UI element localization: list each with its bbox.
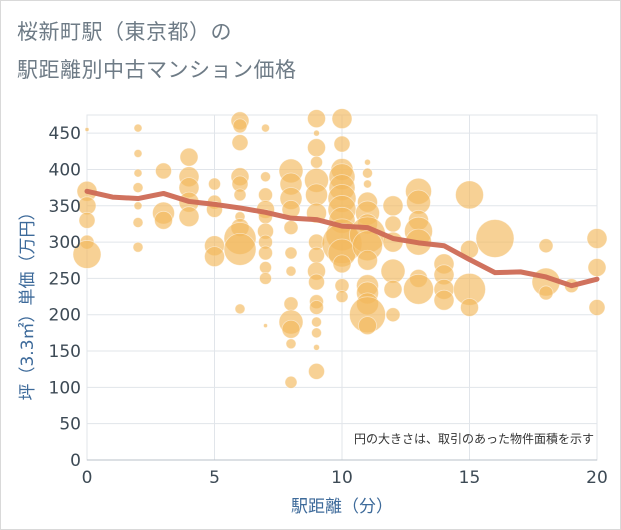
y-tick-label: 250	[49, 269, 81, 289]
x-tick-label: 20	[586, 468, 608, 488]
bubble-point	[382, 195, 404, 217]
bubble-point	[587, 258, 607, 277]
bubble-point	[223, 232, 257, 266]
chart-title-line2: 駅距離別中古マンション価格	[17, 58, 297, 82]
bubble-point	[311, 327, 322, 339]
bubble-point	[309, 300, 324, 315]
y-tick-label: 400	[49, 160, 81, 180]
bubble-point	[403, 273, 434, 305]
bubble-point	[433, 289, 455, 311]
x-tick-label: 15	[459, 468, 481, 488]
bubble-point	[311, 316, 322, 328]
bubble-point	[259, 261, 272, 274]
bubble-point	[133, 123, 143, 133]
bubble-point	[308, 273, 325, 291]
bubble-point	[204, 246, 225, 268]
bubble-point	[332, 254, 352, 274]
y-tick-label: 150	[49, 342, 81, 362]
bubble-point	[385, 307, 401, 323]
bubble-point	[363, 179, 372, 189]
bubble-point	[460, 298, 479, 317]
bubble-point	[586, 228, 608, 249]
bubble-point	[364, 158, 371, 166]
bubble-point	[283, 220, 299, 235]
bubble-layer	[72, 108, 608, 389]
bubble-point	[307, 109, 326, 129]
y-tick-label: 100	[49, 378, 81, 398]
bubble-point	[283, 296, 299, 312]
bubble-point	[308, 362, 325, 380]
bubble-point	[284, 246, 298, 260]
y-axis-label: 坪（3.3㎡）単価（万円）	[18, 203, 38, 400]
x-tick-label: 5	[209, 468, 220, 488]
bubble-point	[538, 285, 554, 301]
bubble-point	[233, 188, 247, 202]
x-tick-label: 10	[331, 468, 353, 488]
y-tick-label: 200	[49, 306, 81, 326]
bubble-point	[258, 245, 273, 261]
line-layer	[84, 188, 600, 289]
tick-labels: 0 50 100 150 200 250 300 350 400 450 0 5 10 15 20	[49, 124, 608, 488]
chart-title-line1: 桜新町駅（東京都）の	[17, 20, 232, 44]
bubble-point	[331, 108, 353, 130]
bubble-point	[260, 171, 271, 183]
bubble-point	[455, 180, 484, 210]
bubble-point	[475, 219, 515, 258]
bubble-point	[384, 215, 402, 233]
x-axis-label: 駅距離（分）	[291, 497, 393, 517]
bubble-point	[179, 147, 199, 167]
bubble-point	[333, 135, 351, 153]
bubble-point	[132, 241, 144, 253]
bubble-point	[285, 265, 297, 277]
y-tick-label: 450	[49, 124, 81, 144]
bubble-point	[285, 338, 297, 350]
bubble-point	[335, 290, 349, 303]
bubble-point	[132, 217, 144, 228]
bubble-point	[284, 375, 298, 389]
bubble-point	[380, 258, 406, 284]
x-tick-label: 0	[82, 468, 93, 488]
bubble-point	[357, 249, 378, 271]
bubble-point	[133, 168, 143, 178]
bubble-point	[305, 183, 328, 207]
bubble-point	[72, 240, 102, 269]
bubble-point	[310, 155, 323, 169]
bubble-point	[178, 206, 200, 228]
bubble-point	[307, 138, 326, 158]
bubble-point	[232, 118, 248, 134]
y-tick-label: 50	[59, 415, 81, 435]
bubble-point	[208, 177, 221, 191]
average-price-line	[84, 188, 600, 289]
bubble-point	[538, 238, 554, 254]
bubble-point	[155, 162, 172, 180]
bubble-point	[263, 323, 268, 329]
bubble-point	[259, 272, 272, 285]
bubble-point	[358, 316, 377, 336]
bubble-point	[84, 127, 90, 132]
y-tick-label: 300	[49, 233, 81, 253]
bubble-point	[133, 201, 143, 211]
bubble-point	[362, 167, 373, 179]
bubble-point	[383, 279, 403, 299]
y-tick-label: 350	[49, 197, 81, 217]
bubble-point	[78, 211, 96, 229]
bubble-point	[154, 210, 173, 230]
bubble-point	[308, 246, 325, 264]
bubble-point	[281, 319, 301, 339]
y-tick-label: 0	[70, 451, 81, 471]
bubble-point	[261, 123, 270, 133]
bubble-size-note: 円の大きさは、取引のあった物件面積を示す	[354, 431, 594, 446]
bubble-point	[588, 299, 606, 316]
bubble-point	[231, 134, 249, 152]
bubble-point	[234, 303, 246, 315]
bubble-point	[132, 182, 144, 194]
bubble-point	[258, 187, 273, 203]
bubble-point	[133, 149, 143, 158]
bubble-point	[313, 129, 320, 137]
bubble-point	[313, 344, 320, 351]
